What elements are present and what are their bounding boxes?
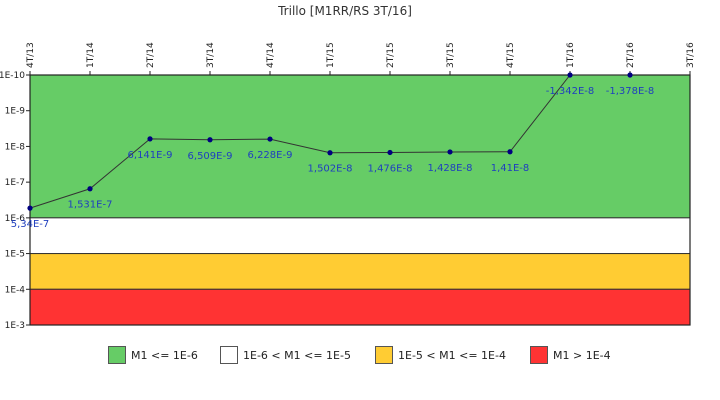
data-point	[147, 136, 153, 142]
x-tick-label: 2T/16	[626, 42, 636, 68]
data-label: 6,509E-9	[188, 151, 233, 162]
data-point	[27, 205, 33, 211]
data-point	[387, 149, 393, 156]
data-point	[507, 149, 513, 155]
chart-title: Trillo [M1RR/RS 3T/16]	[277, 4, 412, 18]
y-tick-label: 1E-6	[5, 214, 26, 224]
legend-swatch	[220, 346, 238, 364]
x-tick-label: 3T/14	[206, 42, 216, 68]
legend-swatch	[108, 346, 126, 364]
bands-layer	[29, 74, 691, 326]
legend-label: M1 > 1E-4	[553, 348, 611, 362]
legend-swatch	[530, 346, 548, 364]
legend-item: 1E-6 < M1 <= 1E-5	[220, 345, 351, 365]
legend-label: 1E-6 < M1 <= 1E-5	[243, 348, 351, 362]
x-tick-label: 4T/14	[266, 42, 276, 68]
legend-item: 1E-5 < M1 <= 1E-4	[375, 345, 506, 365]
legend-item: M1 <= 1E-6	[108, 345, 198, 365]
y-tick-label: 1E-3	[5, 321, 25, 331]
data-label: -1,378E-8	[606, 86, 655, 97]
band-2	[29, 253, 691, 290]
data-point	[327, 150, 333, 156]
data-point	[567, 72, 573, 78]
y-tick-label: 1E-10	[0, 71, 25, 81]
legend-label: 1E-5 < M1 <= 1E-4	[398, 348, 506, 362]
data-label: 1,41E-8	[491, 163, 530, 174]
legend-swatch	[375, 346, 393, 364]
y-tick-label: 1E-5	[5, 250, 25, 260]
band-0	[29, 74, 691, 219]
band-3	[29, 288, 691, 326]
band-1	[29, 217, 691, 255]
x-tick-label: 4T/15	[506, 42, 516, 68]
legend: M1 <= 1E-6 1E-6 < M1 <= 1E-5 1E-5 < M1 <= …	[0, 345, 720, 367]
x-tick-label: 4T/13	[26, 42, 36, 68]
data-label: 1,531E-7	[68, 200, 113, 211]
data-point	[627, 72, 633, 78]
data-label: 1,476E-8	[368, 163, 413, 174]
series-layer	[27, 72, 633, 211]
chart-svg: Trillo [M1RR/RS 3T/16] 4T/13 1T/14 2T/14 3T…	[0, 4, 696, 331]
labels-layer: 5,34E-7 1,531E-7 6,141E-9 6,509E-9 6,228E-9 1…	[11, 86, 655, 230]
y-tick-label: 1E-8	[5, 142, 26, 152]
x-tick-label: 1T/15	[326, 42, 336, 68]
data-label: 1,428E-8	[428, 163, 473, 174]
y-tick-label: 1E-9	[5, 107, 26, 117]
x-tick-label: 3T/15	[446, 42, 456, 68]
data-point	[87, 186, 93, 192]
x-tick-label: 2T/15	[386, 42, 396, 68]
x-tick-label: 2T/14	[146, 42, 156, 68]
data-label: 1,502E-8	[308, 164, 353, 175]
x-tick-label: 1T/14	[86, 42, 96, 68]
data-point	[207, 137, 213, 143]
x-tick-label: 3T/16	[686, 42, 696, 68]
data-label: 6,141E-9	[128, 150, 173, 161]
y-tick-label: 1E-4	[5, 285, 26, 295]
legend-label: M1 <= 1E-6	[131, 348, 198, 362]
data-label: -1,342E-8	[546, 86, 595, 97]
data-point	[267, 136, 273, 142]
y-tick-label: 1E-7	[5, 178, 25, 188]
x-tick-label: 1T/16	[566, 42, 576, 68]
data-label: 5,34E-7	[11, 219, 50, 230]
data-label: 6,228E-9	[248, 150, 293, 161]
data-point	[447, 149, 453, 155]
legend-item: M1 > 1E-4	[530, 345, 611, 365]
